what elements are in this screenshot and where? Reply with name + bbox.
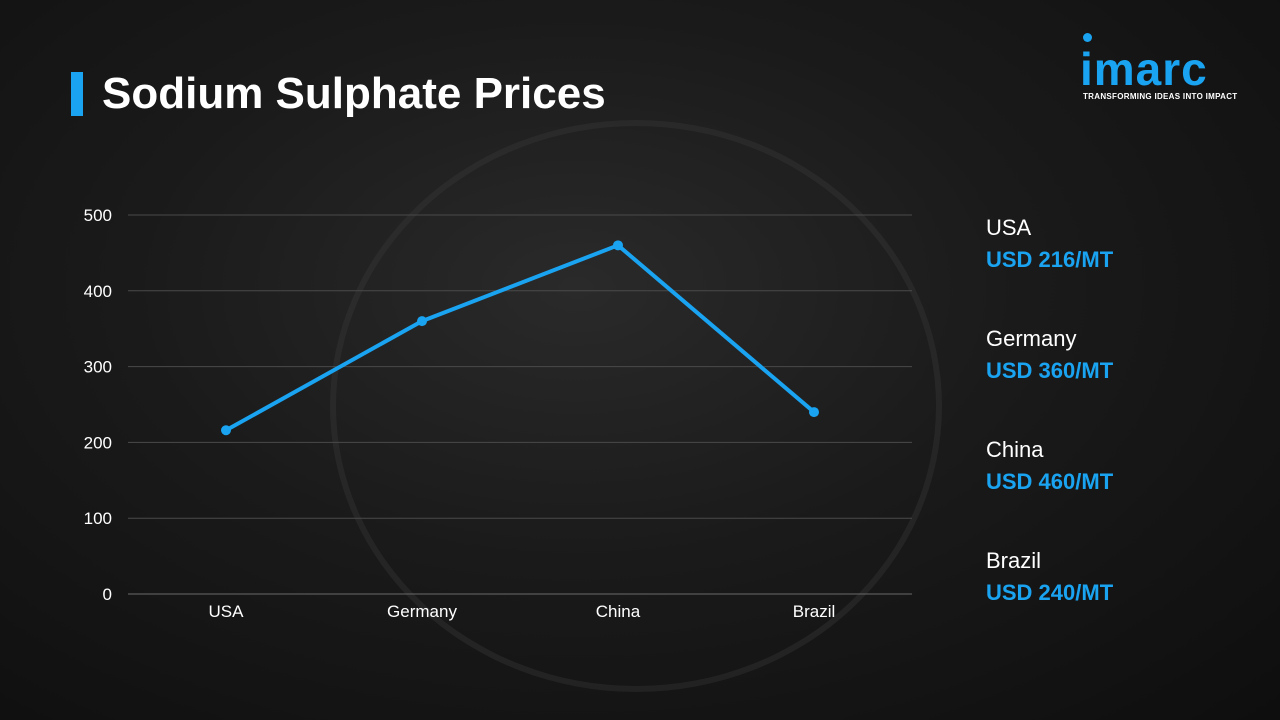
price-legend: USA USD 216/MT Germany USD 360/MT China … bbox=[986, 212, 1246, 656]
legend-country: China bbox=[986, 437, 1044, 462]
x-tick-label: Germany bbox=[387, 602, 457, 621]
legend-price: USD 460/MT bbox=[986, 469, 1114, 494]
logo-tagline: TRANSFORMING IDEAS INTO IMPACT bbox=[1083, 92, 1238, 101]
legend-item-china: China USD 460/MT bbox=[986, 434, 1246, 545]
logo-wordmark: imarc bbox=[1080, 43, 1208, 95]
y-tick-label: 0 bbox=[103, 585, 112, 604]
data-point-china bbox=[613, 240, 623, 251]
price-line-chart: 0 100 200 300 400 500 USA Germany China Brazil bbox=[84, 206, 912, 621]
logo-dot-icon bbox=[1083, 33, 1092, 42]
y-tick-label: 500 bbox=[84, 206, 112, 225]
data-point-usa bbox=[221, 425, 231, 436]
data-point-brazil bbox=[809, 407, 819, 418]
legend-country: Brazil bbox=[986, 548, 1042, 573]
y-tick-label: 200 bbox=[84, 433, 112, 452]
data-point-germany bbox=[417, 316, 427, 327]
legend-country: Germany bbox=[986, 326, 1077, 351]
series-line bbox=[224, 243, 816, 433]
y-tick-label: 100 bbox=[84, 509, 112, 528]
legend-price: USD 240/MT bbox=[986, 580, 1114, 605]
imarc-logo: imarc TRANSFORMING IDEAS INTO IMPACT bbox=[1080, 32, 1250, 104]
y-tick-label: 300 bbox=[84, 358, 112, 377]
legend-price: USD 360/MT bbox=[986, 358, 1114, 383]
x-tick-label: China bbox=[596, 602, 641, 621]
title-accent-bar bbox=[71, 72, 83, 116]
x-tick-label: USA bbox=[209, 602, 245, 621]
y-tick-label: 400 bbox=[84, 282, 112, 301]
x-tick-label: Brazil bbox=[793, 602, 836, 621]
legend-item-germany: Germany USD 360/MT bbox=[986, 323, 1246, 434]
legend-price: USD 216/MT bbox=[986, 247, 1114, 272]
legend-country: USA bbox=[986, 215, 1032, 240]
page-title: Sodium Sulphate Prices bbox=[102, 69, 606, 118]
legend-item-brazil: Brazil USD 240/MT bbox=[986, 545, 1246, 656]
legend-item-usa: USA USD 216/MT bbox=[986, 212, 1246, 323]
